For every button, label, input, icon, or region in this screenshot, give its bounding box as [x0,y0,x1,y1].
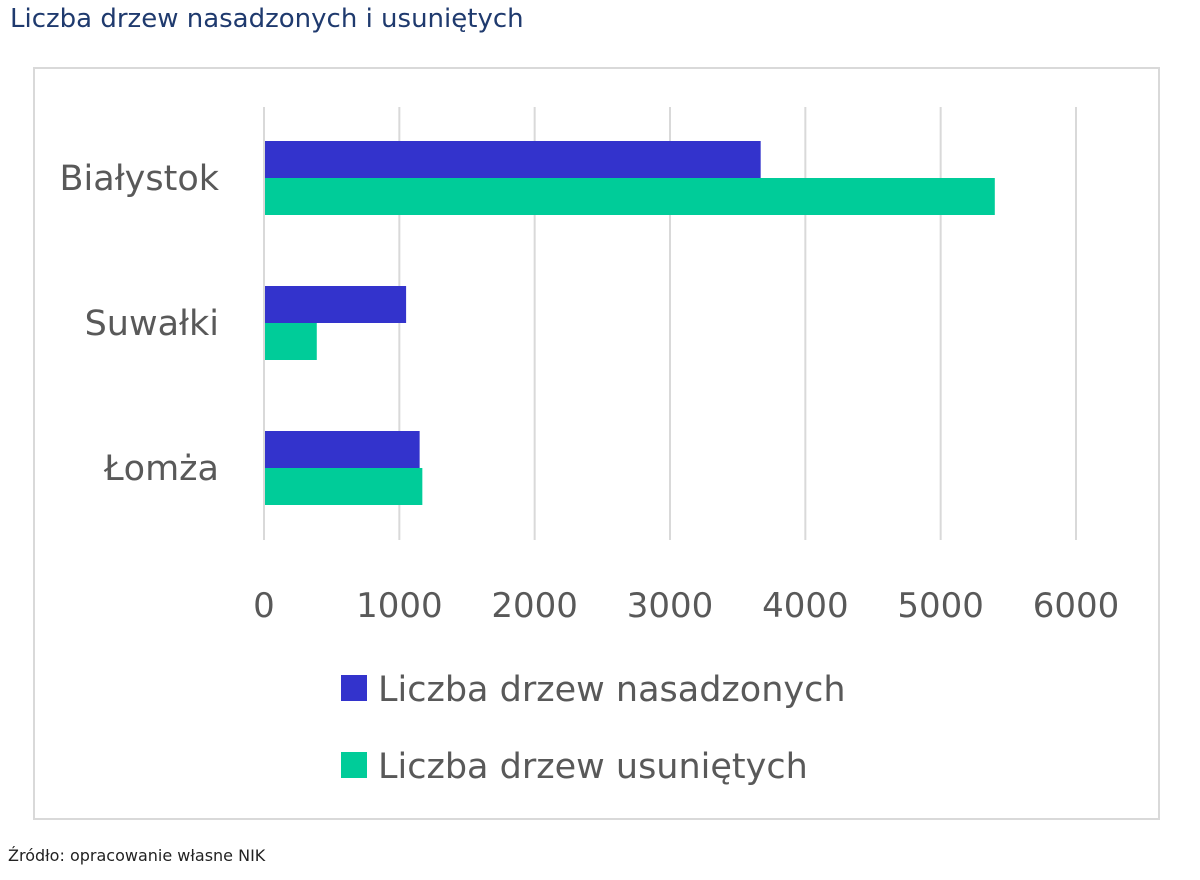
x-tick-label: 4000 [762,586,849,626]
bar-planted [265,141,761,178]
legend-swatch [341,675,367,701]
x-tick-label: 2000 [491,586,578,626]
x-tick-label: 3000 [627,586,714,626]
category-label: Białystok [60,159,220,199]
bar-planted [265,431,420,468]
bar-planted [265,286,407,323]
bar-removed [265,323,317,360]
legend-swatch [341,752,367,778]
category-label: Łomża [103,449,219,489]
bar-removed [265,178,995,215]
legend-label: Liczba drzew nasadzonych [378,670,846,710]
legend-label: Liczba drzew usuniętych [378,747,808,787]
category-label: Suwałki [85,304,219,344]
x-tick-label: 6000 [1033,586,1120,626]
source-note: Źródło: opracowanie własne NIK [8,846,266,865]
page-title: Liczba drzew nasadzonych i usuniętych [10,4,524,34]
bar-removed [265,468,423,505]
x-tick-label: 5000 [897,586,984,626]
x-tick-label: 0 [253,586,275,626]
x-tick-label: 1000 [356,586,443,626]
